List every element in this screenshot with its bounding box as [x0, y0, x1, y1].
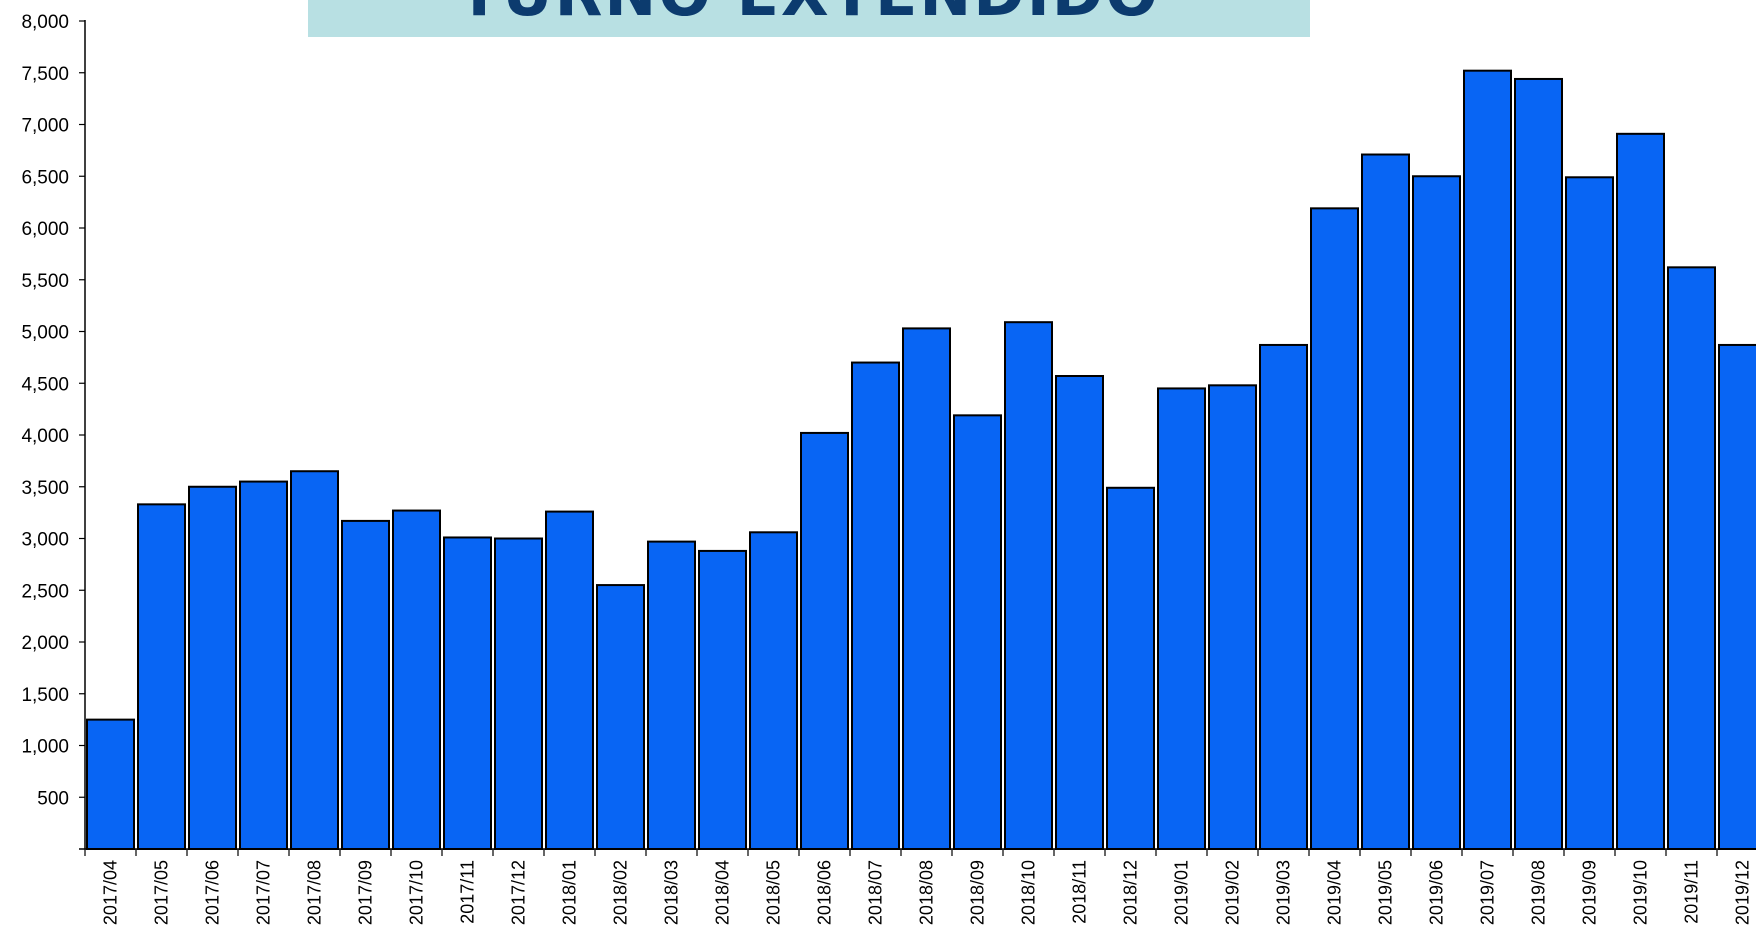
bars-group	[86, 69, 1756, 851]
bar-2018-09	[953, 414, 1002, 850]
x-tick-label: 2019/10	[1631, 860, 1651, 925]
bar-2019-08	[1514, 77, 1563, 850]
bar-2019-04	[1310, 207, 1359, 850]
x-tick-label: 2018/08	[917, 860, 937, 925]
x-tick-label: 2018/04	[713, 860, 733, 925]
bar-2017-05	[137, 503, 186, 850]
x-tick-label: 2019/02	[1223, 860, 1243, 925]
x-tick-label: 2018/11	[1070, 860, 1090, 924]
x-tick-label: 2019/04	[1325, 860, 1345, 925]
bar-2018-06	[800, 431, 849, 850]
bar-2018-01	[545, 510, 594, 850]
x-tick-label: 2019/07	[1478, 860, 1498, 925]
bar-2019-09	[1565, 176, 1614, 851]
y-axis-ticks: 500 1,000 1,500 2,000 2,500 3,000 3,500 4,000 4,…	[21, 12, 85, 809]
x-tick-label: 2017/10	[407, 860, 427, 925]
bar-2017-12	[494, 537, 543, 850]
x-tick-label: 2018/10	[1019, 860, 1039, 925]
bar-2019-11	[1667, 266, 1716, 850]
x-tick-label: 2019/05	[1376, 860, 1396, 925]
y-tick-label: 500	[37, 788, 69, 809]
x-tick-label: 2018/09	[968, 860, 988, 925]
y-tick-label: 3,500	[21, 478, 69, 499]
x-tick-label: 2019/03	[1274, 860, 1294, 925]
banner-title: TURNO EXTENDIDO	[308, 0, 1310, 25]
y-tick-label: 2,500	[21, 581, 69, 602]
x-tick-label: 2017/06	[203, 860, 223, 925]
x-tick-label: 2018/01	[560, 860, 580, 925]
x-tick-label: 2017/05	[152, 860, 172, 925]
bar-2017-07	[239, 480, 288, 850]
x-tick-label: 2019/08	[1529, 860, 1549, 925]
bar-2019-06	[1412, 175, 1461, 850]
x-tick-label: 2017/11	[458, 860, 478, 924]
bar-2017-04	[86, 718, 135, 850]
bar-2018-02	[596, 584, 645, 850]
bar-2017-09	[341, 519, 390, 851]
x-tick-label: 2019/12	[1733, 860, 1753, 925]
y-tick-label: 1,500	[21, 685, 69, 706]
y-tick-label: 3,000	[21, 530, 69, 551]
x-tick-label: 2019/11	[1682, 860, 1702, 924]
x-tick-label: 2017/07	[254, 860, 274, 925]
y-tick-label: 7,000	[21, 116, 69, 137]
bar-2017-06	[188, 485, 237, 850]
y-tick-label: 8,000	[21, 12, 69, 33]
bar-2019-07	[1463, 69, 1512, 851]
bar-2017-11	[443, 536, 492, 851]
y-tick-label: 4,000	[21, 426, 69, 447]
bar-2017-10	[392, 509, 441, 850]
x-tick-label: 2018/12	[1121, 860, 1141, 925]
x-tick-label: 2019/01	[1172, 860, 1192, 925]
bar-2019-05	[1361, 153, 1410, 850]
x-tick-label: 2018/02	[611, 860, 631, 925]
bar-2019-12	[1718, 343, 1756, 850]
x-tick-label: 2017/09	[356, 860, 376, 925]
y-tick-label: 7,500	[21, 64, 69, 85]
x-tick-label: 2018/06	[815, 860, 835, 925]
x-tick-label: 2017/12	[509, 860, 529, 925]
x-tick-label: 2017/08	[305, 860, 325, 925]
title-banner: TURNO EXTENDIDO	[308, 0, 1310, 37]
bar-2019-03	[1259, 343, 1308, 850]
bar-2017-08	[290, 470, 339, 850]
x-tick-label: 2018/05	[764, 860, 784, 925]
y-tick-label: 1,000	[21, 737, 69, 758]
x-tick-label: 2018/03	[662, 860, 682, 925]
bar-2018-04	[698, 549, 747, 850]
bar-2018-07	[851, 361, 900, 850]
bar-2018-10	[1004, 321, 1053, 850]
y-tick-label: 6,000	[21, 219, 69, 240]
x-tick-label: 2018/07	[866, 860, 886, 925]
y-tick-label: 4,500	[21, 374, 69, 395]
bar-2018-11	[1055, 375, 1104, 850]
bar-2019-01	[1157, 387, 1206, 850]
x-axis-ticks: 2017/04 2017/05 2017/06 2017/07 2017/08 2017/…	[84, 849, 1753, 925]
bar-2018-05	[749, 531, 798, 850]
y-tick-label: 6,500	[21, 167, 69, 188]
x-tick-label: 2019/06	[1427, 860, 1447, 925]
bar-2019-02	[1208, 384, 1257, 850]
y-tick-label: 2,000	[21, 633, 69, 654]
y-tick-label: 5,000	[21, 323, 69, 344]
x-tick-label: 2019/09	[1580, 860, 1600, 925]
bar-2018-03	[647, 540, 696, 850]
y-tick-label: 5,500	[21, 271, 69, 292]
bar-2018-12	[1106, 486, 1155, 850]
x-tick-label: 2017/04	[101, 860, 121, 925]
bar-2018-08	[902, 327, 951, 850]
bar-2019-10	[1616, 132, 1665, 850]
